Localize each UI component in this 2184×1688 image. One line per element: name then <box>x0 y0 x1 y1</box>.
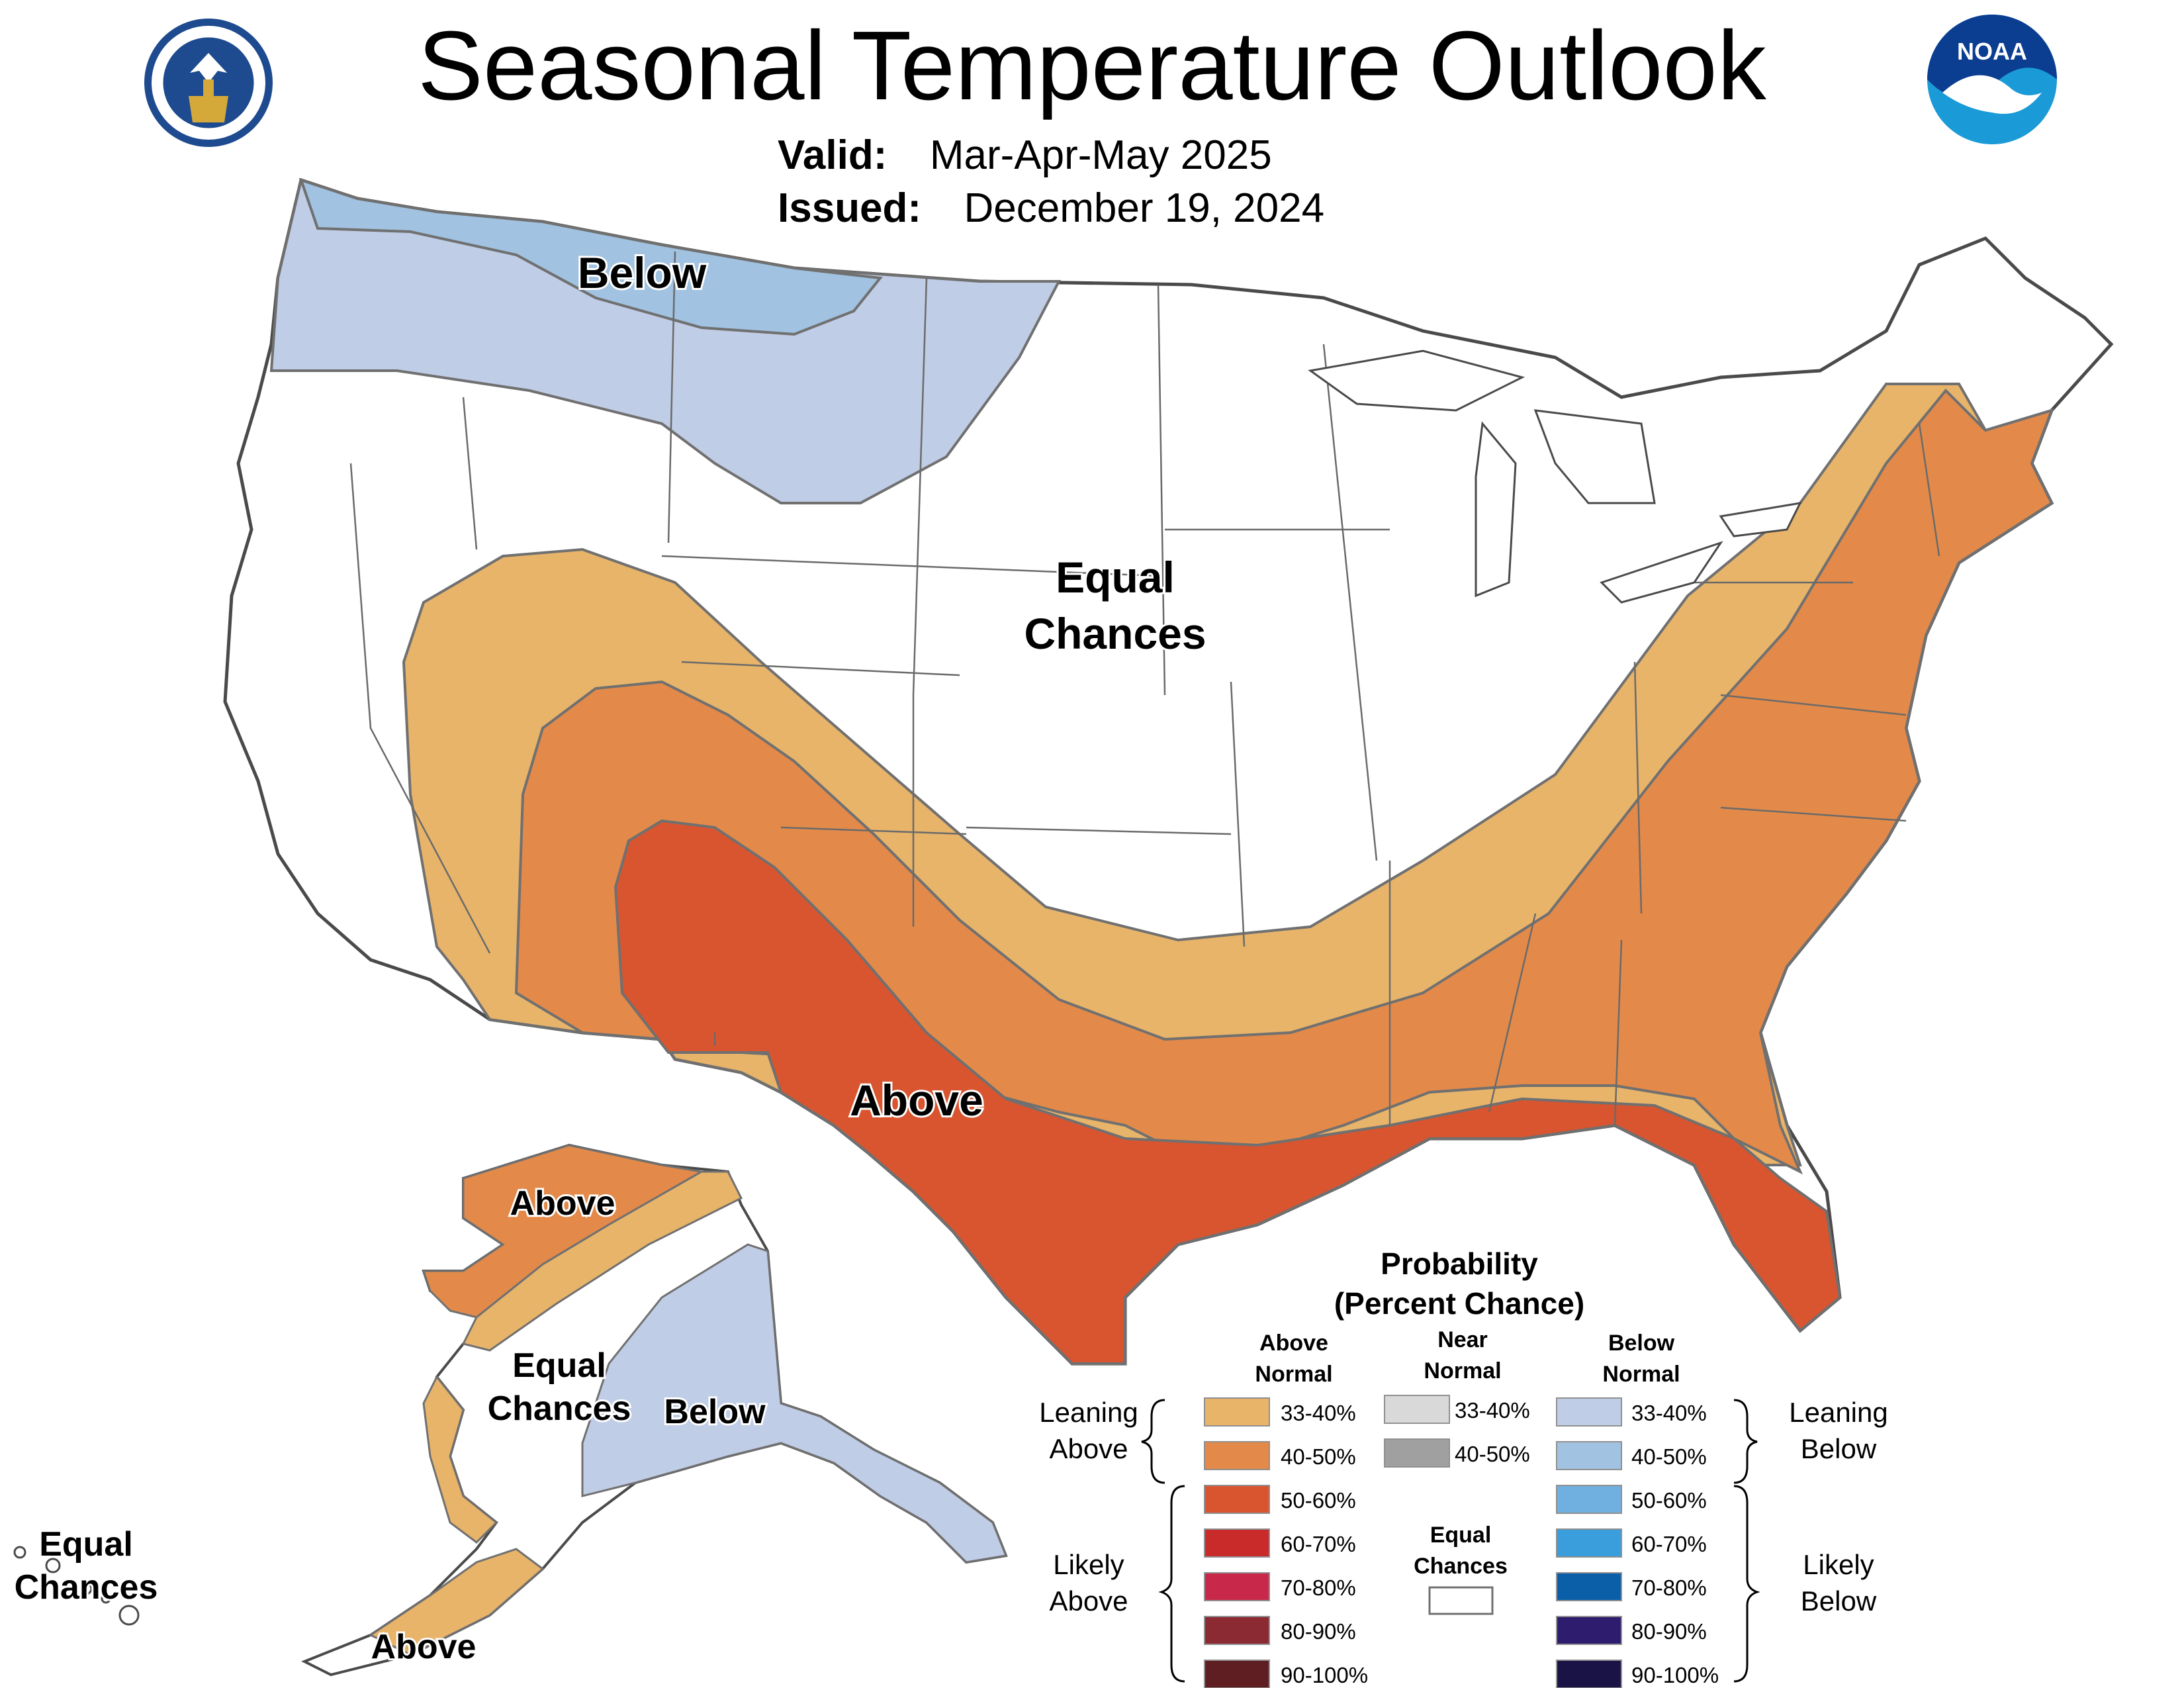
swatch-above-90-100 <box>1204 1660 1270 1688</box>
ak-above-north-label: Above <box>510 1184 615 1223</box>
hi-equal-label-line1: Equal <box>39 1525 133 1564</box>
swatch-below-80-90 <box>1556 1616 1622 1645</box>
label-below-60-70: 60-70% <box>1631 1532 1707 1556</box>
swatch-above-40-50 <box>1204 1441 1270 1470</box>
legend-equal-line1: Equal <box>1430 1523 1492 1548</box>
legend-equal-line2: Chances <box>1414 1554 1508 1579</box>
great-lakes <box>1308 350 1802 604</box>
legend-leaning-below-line2: Below <box>1801 1433 1877 1464</box>
ak-equal-label-line1: Equal <box>512 1346 606 1385</box>
issued-value: December 19, 2024 <box>964 185 1325 231</box>
legend-leaning-below-line1: Leaning <box>1789 1397 1888 1428</box>
label-below-70-80: 70-80% <box>1631 1575 1707 1600</box>
conus-below-label: Below <box>578 248 707 297</box>
hawaii-islands <box>13 1546 140 1626</box>
swatch-above-50-60 <box>1204 1485 1270 1514</box>
label-above-80-90: 80-90% <box>1281 1619 1356 1644</box>
alaska-lean-above-south-region <box>369 1548 545 1656</box>
noaa-logo-text: NOAA <box>1957 38 2027 65</box>
leaning-below-brace <box>1733 1399 1758 1484</box>
swatch-below-70-80 <box>1556 1572 1622 1601</box>
alaska-lean-above-west-region <box>422 1375 498 1544</box>
likely-above-brace <box>1158 1485 1185 1683</box>
legend-likely-above-line1: Likely <box>1053 1549 1124 1580</box>
legend-title-line1: Probability <box>1381 1246 1538 1281</box>
conus-equal-label-line1: Equal <box>1056 553 1175 602</box>
legend-likely-below-line2: Below <box>1801 1585 1877 1617</box>
swatch-above-70-80 <box>1204 1572 1270 1601</box>
swatch-below-60-70 <box>1556 1528 1622 1558</box>
state-boundaries <box>349 251 1940 1126</box>
alaska-below-region <box>581 1243 1008 1564</box>
label-below-40-50: 40-50% <box>1631 1444 1707 1469</box>
ak-above-south-label: Above <box>371 1628 477 1666</box>
swatch-above-33-40 <box>1204 1397 1270 1427</box>
label-below-50-60: 50-60% <box>1631 1488 1707 1513</box>
likely-below-brace <box>1733 1485 1760 1683</box>
legend-leaning-above-line1: Leaning <box>1039 1397 1138 1428</box>
swatch-equal-chances <box>1428 1586 1494 1615</box>
legend-above-header-line1: Above <box>1259 1331 1328 1356</box>
label-above-33-40: 33-40% <box>1281 1401 1356 1425</box>
noaa-logo: NOAA <box>1927 15 2057 144</box>
swatch-below-40-50 <box>1556 1441 1622 1470</box>
map-title: Seasonal Temperature Outlook <box>418 11 1766 120</box>
swatch-above-60-70 <box>1204 1528 1270 1558</box>
below-40-50-region <box>298 177 883 336</box>
label-near-40-50: 40-50% <box>1455 1442 1530 1466</box>
label-above-50-60: 50-60% <box>1281 1488 1356 1513</box>
valid-label: Valid: <box>778 132 887 178</box>
legend-likely-below-line1: Likely <box>1803 1549 1874 1580</box>
issued-label: Issued: <box>778 185 922 231</box>
valid-value: Mar-Apr-May 2025 <box>929 132 1272 178</box>
alaska-lean-above-north-region <box>461 1170 743 1352</box>
ak-below-label: Below <box>664 1393 766 1431</box>
legend-title-line2: (Percent Chance) <box>1334 1286 1584 1321</box>
label-above-70-80: 70-80% <box>1281 1575 1356 1600</box>
alaska-above-40-50-region <box>422 1144 705 1319</box>
swatch-below-90-100 <box>1556 1660 1622 1688</box>
conus-equal-label-line2: Chances <box>1024 609 1206 658</box>
legend-leaning-above-line2: Above <box>1049 1433 1128 1464</box>
label-above-40-50: 40-50% <box>1281 1444 1356 1469</box>
label-above-90-100: 90-100% <box>1281 1663 1368 1687</box>
conus-above-label: Above <box>850 1076 983 1125</box>
label-near-33-40: 33-40% <box>1455 1398 1530 1423</box>
label-below-33-40: 33-40% <box>1631 1401 1707 1425</box>
legend-likely-above-line2: Above <box>1049 1585 1128 1617</box>
ak-equal-label-line2: Chances <box>488 1389 631 1428</box>
swatch-above-80-90 <box>1204 1616 1270 1645</box>
legend-near-header-line1: Near <box>1437 1327 1488 1352</box>
legend-below-header-line2: Normal <box>1602 1362 1680 1387</box>
leaning-above-brace <box>1141 1399 1165 1484</box>
legend-below-header-line1: Below <box>1608 1331 1675 1356</box>
legend: Probability (Percent Chance) Above Norma… <box>1039 1246 1888 1688</box>
hi-equal-label-line2: Chances <box>15 1568 158 1607</box>
label-below-90-100: 90-100% <box>1631 1663 1719 1687</box>
commerce-seal-logo <box>144 19 273 147</box>
legend-near-header-line2: Normal <box>1424 1358 1501 1383</box>
swatch-near-33-40 <box>1384 1395 1450 1424</box>
label-above-60-70: 60-70% <box>1281 1532 1356 1556</box>
above-50-60-region <box>614 819 1842 1365</box>
legend-above-header-line2: Normal <box>1255 1362 1332 1387</box>
swatch-below-50-60 <box>1556 1485 1622 1514</box>
swatch-below-33-40 <box>1556 1397 1622 1427</box>
issued-row: Issued: December 19, 2024 <box>778 185 1324 232</box>
label-below-80-90: 80-90% <box>1631 1619 1707 1644</box>
valid-row: Valid: Mar-Apr-May 2025 <box>778 132 1272 179</box>
swatch-near-40-50 <box>1384 1438 1450 1468</box>
